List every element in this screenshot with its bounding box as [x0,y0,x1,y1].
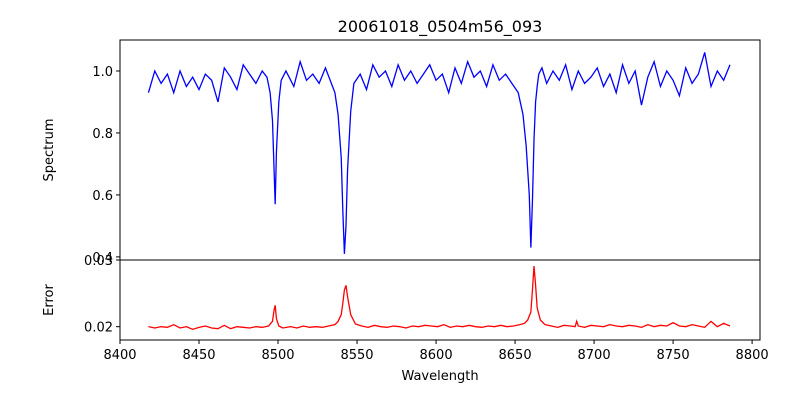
error-axes-frame [119,259,761,341]
error-x-tick-label: 8800 [736,348,769,363]
error-y-tick-label: 0.02 [84,321,113,336]
spectrum-y-tick-label: 0.4 [92,251,113,266]
error-y-ticks: 0.02 0.03 [84,254,120,336]
x-axis-label: Wavelength [401,369,478,384]
error-x-ticks: 8400 8450 8500 8550 8600 8650 8700 8750 8800 [103,340,769,363]
chart-title: 20061018_0504m56_093 [338,17,543,37]
spectrum-y-tick-label: 1.0 [92,65,113,80]
error-x-tick-label: 8650 [499,348,532,363]
spectrum-series-line [147,52,731,254]
error-panel: 0.02 0.03 8400 8450 8500 8550 8600 8650 8700 875… [42,254,769,384]
spectrum-y-tick-label: 0.8 [92,127,113,142]
error-x-tick-label: 8750 [657,348,690,363]
error-y-tick-label: 0.03 [84,254,113,269]
error-series-line [148,265,731,331]
spectrum-y-axis-label: Spectrum [42,119,57,182]
error-x-tick-label: 8450 [182,348,215,363]
spectrum-panel: 0.4 0.6 0.8 1.0 Spectrum [42,39,761,266]
spectrum-axes-frame [119,39,761,261]
error-x-tick-label: 8550 [340,348,373,363]
error-y-axis-label: Error [42,284,57,316]
error-x-tick-label: 8700 [578,348,611,363]
error-x-tick-label: 8500 [261,348,294,363]
spectrum-y-ticks: 0.4 0.6 0.8 1.0 [92,65,120,266]
error-x-tick-label: 8400 [103,348,136,363]
spectrum-y-tick-label: 0.6 [92,189,113,204]
error-x-tick-label: 8600 [420,348,453,363]
